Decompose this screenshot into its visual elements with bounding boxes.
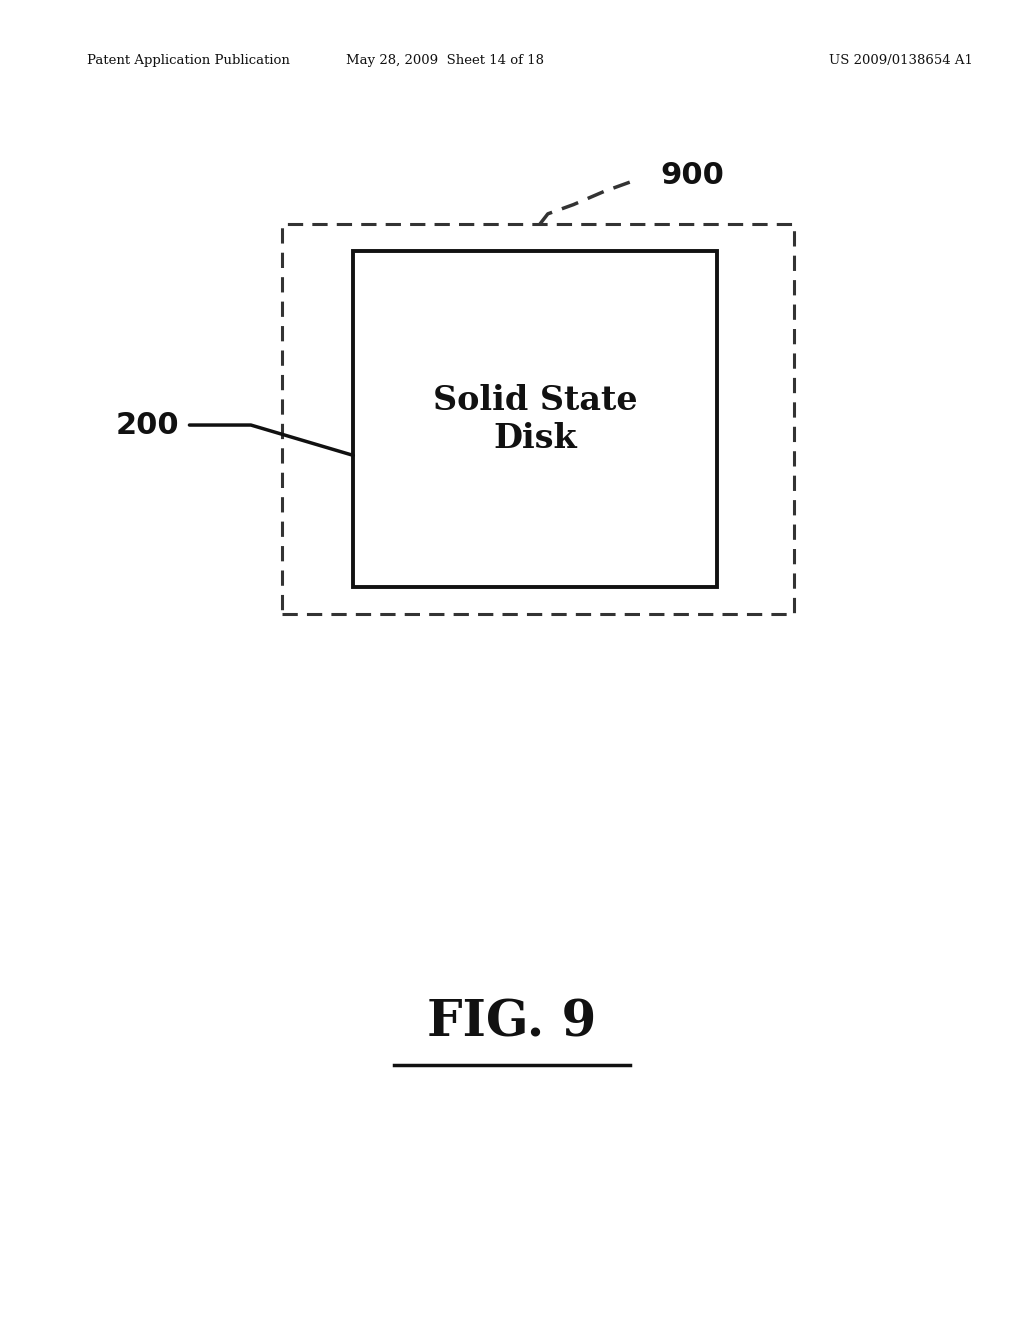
Text: 900: 900 xyxy=(660,161,724,190)
Bar xyxy=(353,251,717,587)
Bar xyxy=(282,224,794,614)
Text: May 28, 2009  Sheet 14 of 18: May 28, 2009 Sheet 14 of 18 xyxy=(346,54,545,66)
Text: Patent Application Publication: Patent Application Publication xyxy=(87,54,290,66)
Text: 200: 200 xyxy=(116,411,179,440)
Text: FIG. 9: FIG. 9 xyxy=(427,998,597,1048)
Text: Solid State
Disk: Solid State Disk xyxy=(433,384,638,455)
Text: US 2009/0138654 A1: US 2009/0138654 A1 xyxy=(829,54,973,66)
